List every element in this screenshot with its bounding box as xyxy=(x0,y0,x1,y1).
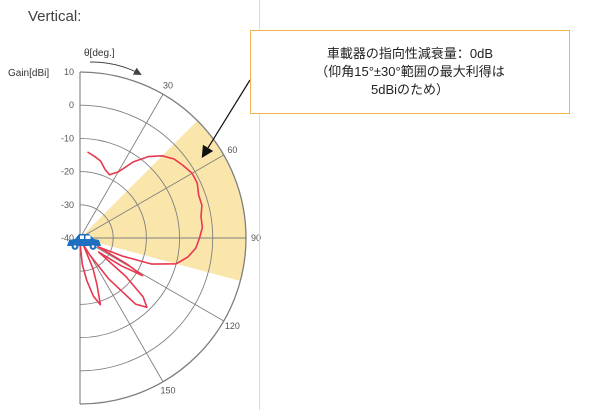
theta-direction-arrow xyxy=(89,61,142,75)
highlight-sector xyxy=(80,120,246,281)
angle-tick-label: 30 xyxy=(163,81,173,91)
angle-tick-label: 90 xyxy=(251,233,261,243)
annotation-arrow xyxy=(201,79,251,159)
polar-grid xyxy=(79,71,247,405)
grid-spoke xyxy=(79,237,164,382)
series-layer xyxy=(79,151,204,309)
chart-title: Vertical: xyxy=(28,8,82,25)
radial-tick-label: -20 xyxy=(61,167,74,177)
angle-tick-label: 60 xyxy=(227,145,237,155)
theta-axis-label: θ[deg.] xyxy=(84,48,115,59)
radial-axis-label: Gain[dBi] xyxy=(8,68,49,79)
annotation-line-3: 5dBiのため） xyxy=(370,82,450,97)
car-icon xyxy=(67,234,101,250)
annotation-box: 車載器の指向性減衰量：0dB （仰角15°±30°範囲の最大利得は 5dBiのた… xyxy=(250,30,570,114)
chart-decorations xyxy=(67,61,251,250)
annotation-line-1: 車載器の指向性減衰量：0dB xyxy=(326,46,494,61)
tick-labels: 100-10-20-30-40306090120150180Gain[dBi]θ… xyxy=(8,48,261,410)
series-line xyxy=(79,151,204,309)
radial-tick-label: 10 xyxy=(64,67,74,77)
radial-tick-label: -30 xyxy=(61,200,74,210)
grid-spoke xyxy=(79,94,164,239)
angle-tick-label: 150 xyxy=(160,385,175,395)
highlight-sector-layer xyxy=(80,120,246,281)
radial-tick-label: -40 xyxy=(61,233,74,243)
radial-tick-label: -10 xyxy=(61,133,74,143)
annotation-line-2: （仰角15°±30°範囲の最大利得は xyxy=(315,64,505,79)
grid-spoke xyxy=(79,237,224,322)
angle-tick-label: 120 xyxy=(225,321,240,331)
grid-spoke xyxy=(79,154,224,239)
panel-divider xyxy=(259,0,260,410)
radial-tick-label: 0 xyxy=(69,100,74,110)
